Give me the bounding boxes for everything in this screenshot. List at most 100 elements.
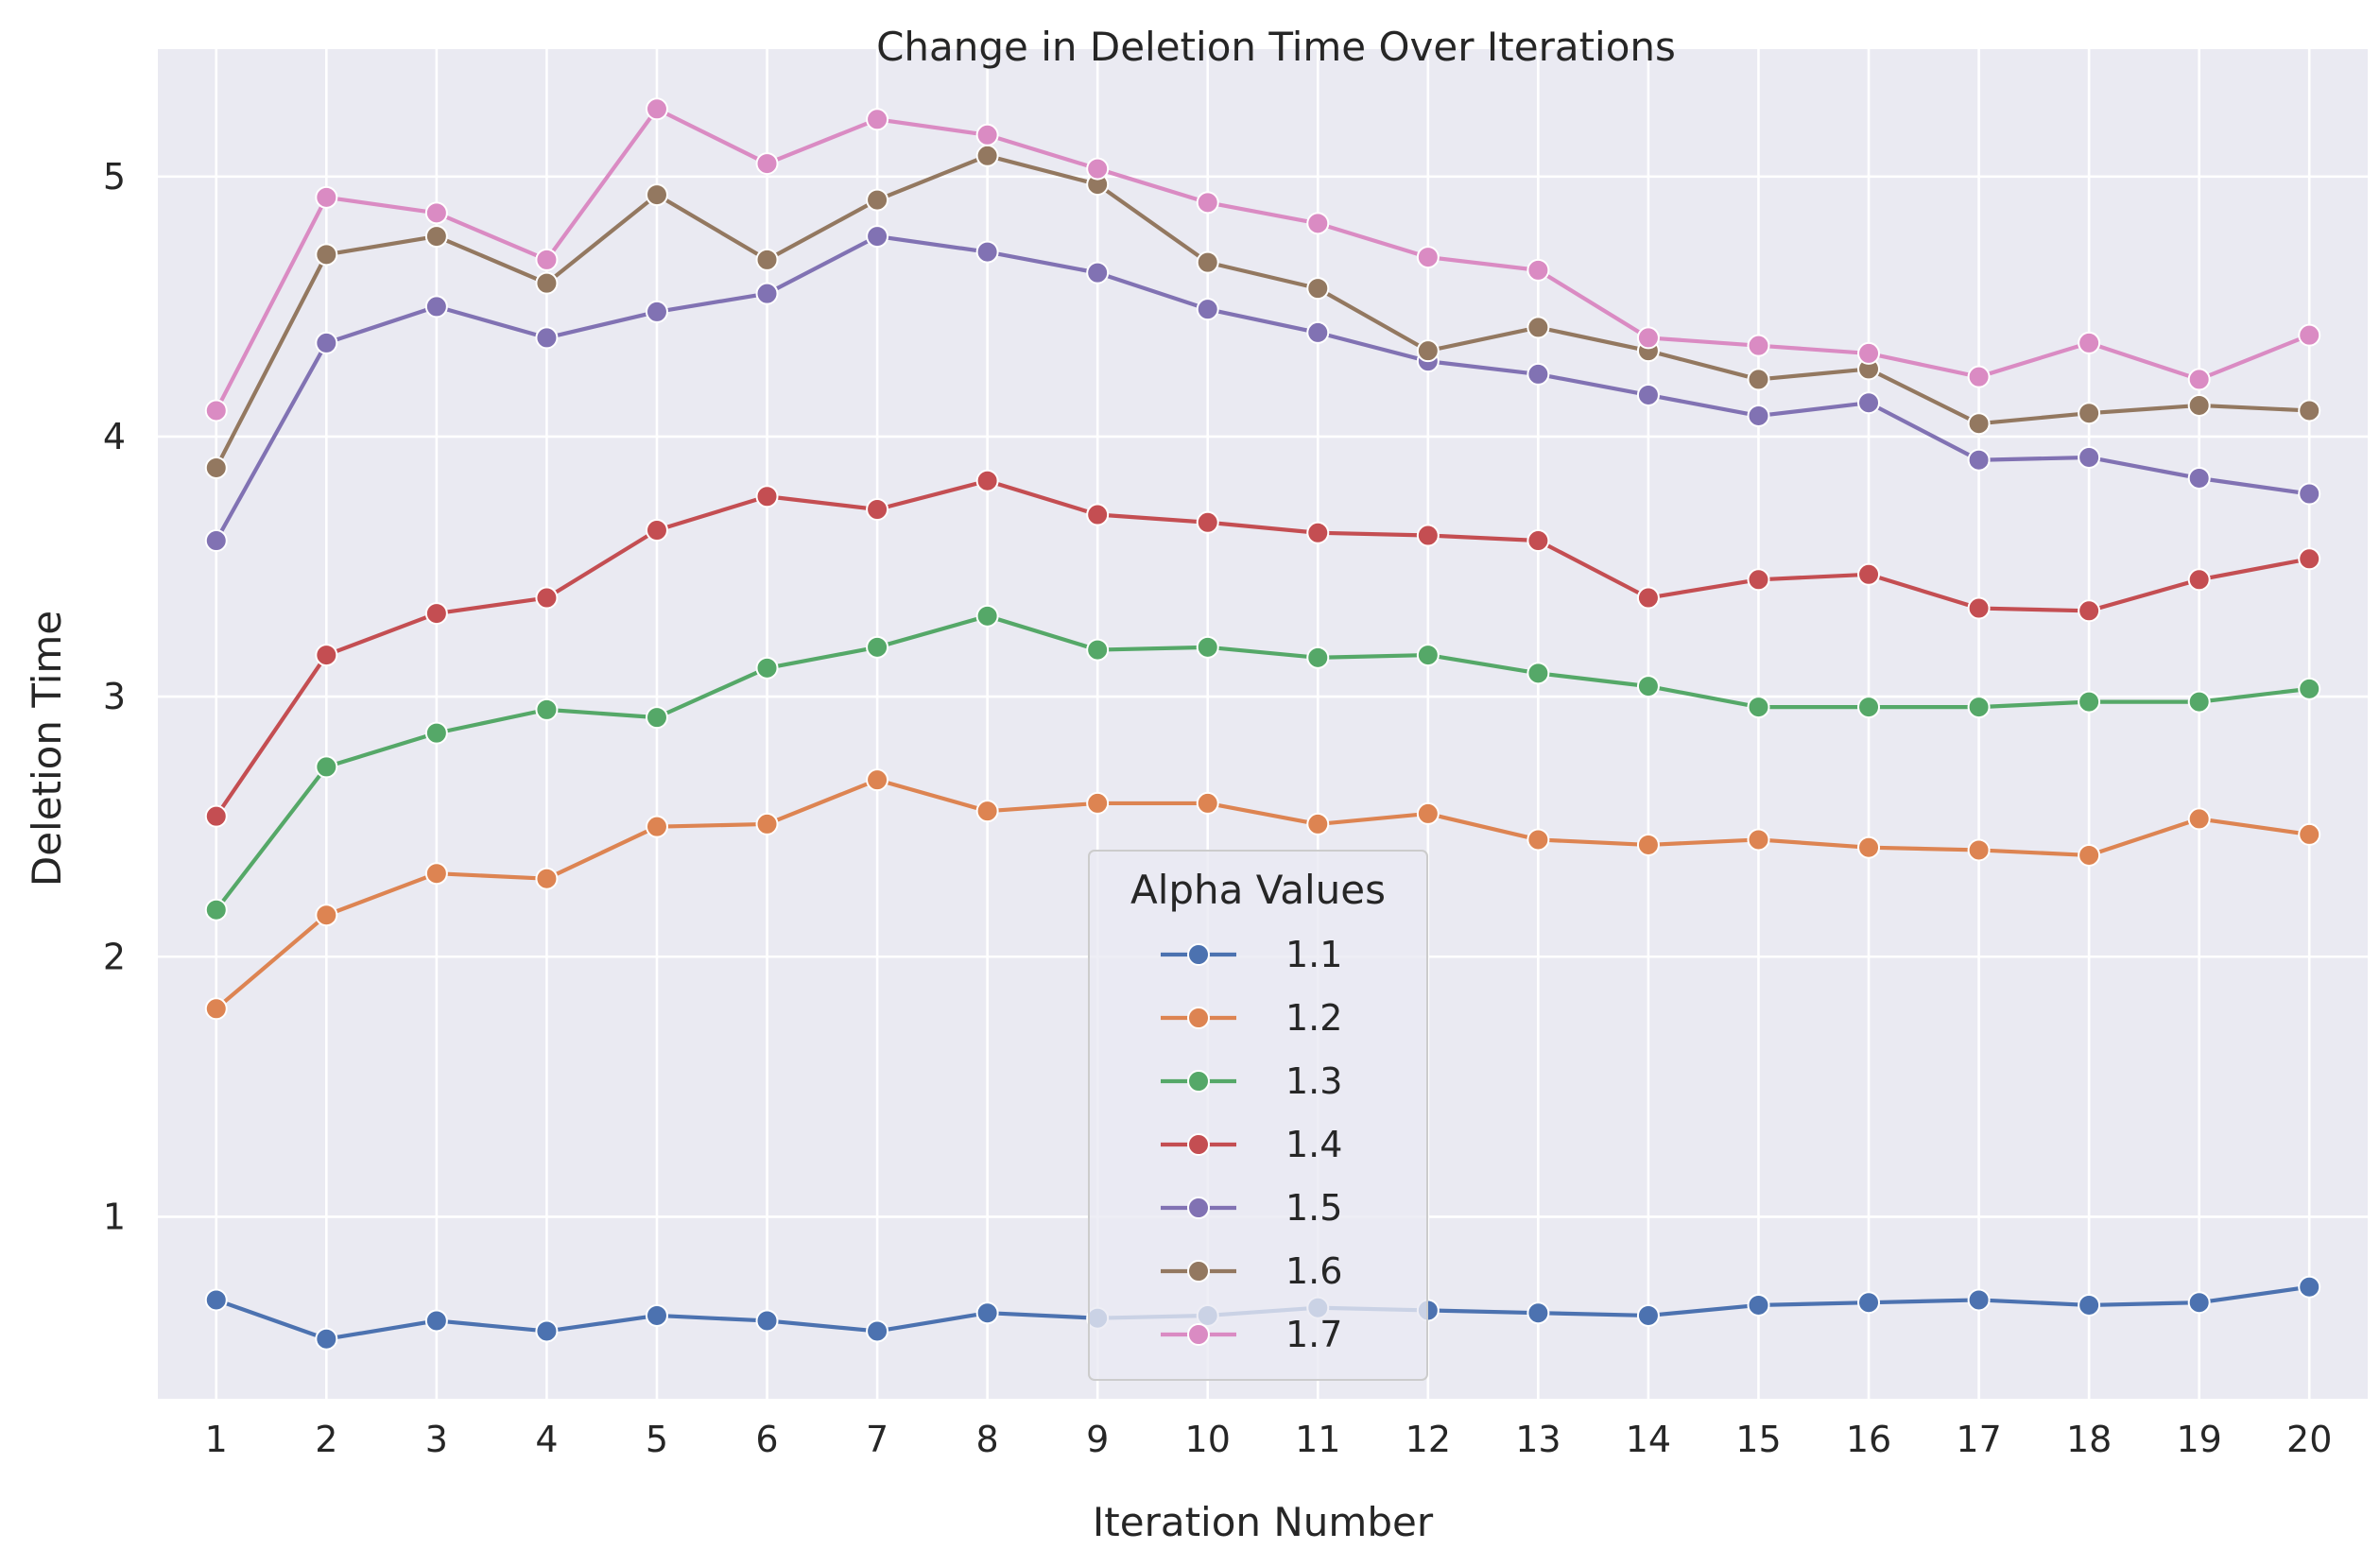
data-point — [315, 755, 338, 779]
data-point — [424, 201, 448, 225]
data-point — [424, 862, 448, 886]
legend-swatch-marker — [1187, 1007, 1210, 1029]
data-point — [1747, 1293, 1770, 1317]
legend-swatch-marker — [1187, 1323, 1210, 1346]
series-1.6 — [204, 144, 2321, 479]
data-point — [1086, 261, 1110, 284]
data-point — [315, 1327, 338, 1351]
data-point — [2187, 393, 2211, 417]
data-point — [204, 456, 228, 479]
x-tick-label: 18 — [2066, 1419, 2112, 1460]
x-tick-label: 16 — [1846, 1419, 1891, 1460]
data-point — [2187, 466, 2211, 490]
data-point — [1857, 391, 1881, 415]
data-point — [1857, 696, 1881, 719]
data-point — [315, 644, 338, 667]
legend-item: 1.6 — [1161, 1250, 1342, 1292]
y-tick-label: 3 — [103, 676, 126, 717]
data-point — [755, 656, 779, 680]
data-point — [1086, 157, 1110, 181]
legend-label: 1.4 — [1285, 1124, 1342, 1165]
data-point — [866, 498, 889, 522]
data-point — [1526, 258, 1550, 282]
legend-swatch-marker — [1187, 943, 1210, 966]
data-point — [866, 1319, 889, 1343]
series-line — [214, 153, 2312, 471]
data-point — [1857, 562, 1881, 586]
data-point — [1196, 635, 1219, 659]
legend-swatch-marker — [1187, 1133, 1210, 1156]
data-point — [2298, 822, 2321, 846]
data-point — [645, 706, 668, 730]
data-point — [315, 185, 338, 209]
data-point — [1416, 524, 1440, 547]
x-tick-label: 19 — [2176, 1419, 2221, 1460]
data-point — [1857, 835, 1881, 859]
data-point — [204, 399, 228, 422]
data-point — [975, 144, 999, 167]
data-point — [424, 225, 448, 249]
series-line — [214, 778, 2312, 1011]
data-point — [645, 97, 668, 121]
data-point — [1747, 696, 1770, 719]
x-tick-label: 15 — [1735, 1419, 1781, 1460]
data-point — [975, 800, 999, 823]
data-point — [204, 1288, 228, 1312]
data-point — [645, 815, 668, 838]
data-point — [755, 282, 779, 305]
data-point — [1967, 838, 1991, 862]
legend-swatch-marker — [1187, 1197, 1210, 1219]
data-point — [535, 271, 559, 295]
data-point — [1086, 791, 1110, 815]
data-point — [755, 248, 779, 271]
data-point — [315, 243, 338, 267]
chart-title: Change in Deletion Time Over Iterations — [876, 24, 1676, 70]
legend: Alpha Values 1.1 1.2 1.3 1.4 1.5 1.6 1.7 — [1088, 850, 1428, 1381]
data-point — [204, 529, 228, 553]
data-point — [1857, 341, 1881, 365]
data-point — [1526, 828, 1550, 852]
data-point — [1636, 383, 1660, 406]
x-tick-label: 12 — [1406, 1419, 1451, 1460]
data-point — [2187, 1291, 2211, 1315]
data-point — [535, 586, 559, 610]
data-point — [645, 183, 668, 207]
data-point — [204, 898, 228, 921]
data-point — [1196, 191, 1219, 215]
data-point — [1747, 828, 1770, 852]
data-point — [424, 1309, 448, 1333]
data-point — [204, 804, 228, 828]
data-point — [1086, 638, 1110, 662]
y-tick-labels: 1 2 3 4 5 — [103, 156, 126, 1238]
data-point — [1636, 675, 1660, 698]
data-point — [1416, 339, 1440, 363]
data-point — [1306, 320, 1330, 344]
data-point — [975, 123, 999, 146]
y-tick-label: 1 — [103, 1196, 126, 1237]
data-point — [1416, 246, 1440, 269]
data-point — [866, 108, 889, 131]
data-point — [866, 768, 889, 792]
data-point — [975, 1301, 999, 1325]
data-point — [2298, 399, 2321, 422]
data-point — [866, 188, 889, 212]
data-point — [1967, 696, 1991, 719]
data-point — [2298, 482, 2321, 506]
data-point — [1306, 812, 1330, 835]
data-point — [755, 152, 779, 176]
data-point — [2078, 599, 2101, 623]
data-point — [1636, 586, 1660, 610]
data-point — [315, 331, 338, 354]
data-point — [1086, 503, 1110, 526]
data-point — [1306, 277, 1330, 301]
data-point — [315, 904, 338, 927]
data-point — [2187, 690, 2211, 714]
data-point — [975, 469, 999, 492]
x-tick-label: 9 — [1086, 1419, 1109, 1460]
legend-item: 1.7 — [1161, 1314, 1342, 1355]
x-tick-label: 8 — [976, 1419, 999, 1460]
data-point — [2298, 1275, 2321, 1299]
x-tick-label: 7 — [866, 1419, 888, 1460]
legend-item: 1.5 — [1161, 1187, 1342, 1229]
